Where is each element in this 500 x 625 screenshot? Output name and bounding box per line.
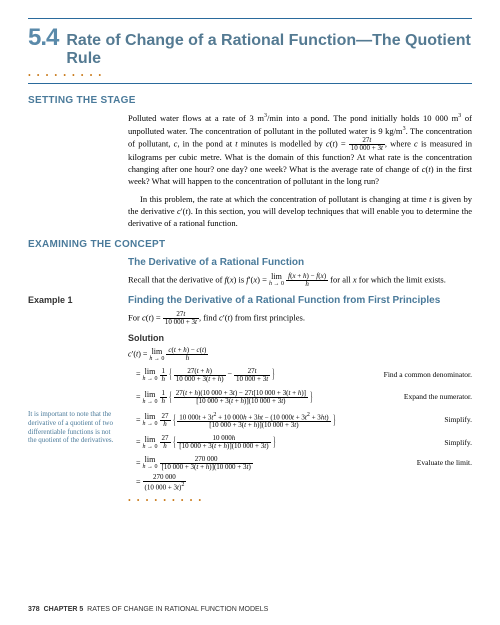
paragraph-2: In this problem, the rate at which the c… xyxy=(128,194,472,230)
step-annotation: Simplify. xyxy=(436,438,472,449)
example-statement: For c(t) = 27t10 000 + 3t, find c′(t) fr… xyxy=(128,311,472,326)
step-annotation: Evaluate the limit. xyxy=(409,458,472,469)
page-number: 378 xyxy=(28,606,40,613)
subheading-derivative: The Derivative of a Rational Function xyxy=(128,256,472,270)
end-dots: • • • • • • • • • xyxy=(128,495,472,506)
heading-concept: EXAMINING THE CONCEPT xyxy=(28,238,472,252)
solution-math: c′(t) = limh → 0 c(t + h) − c(t)h = limh… xyxy=(128,347,472,491)
section-number: 5.4 xyxy=(28,21,58,55)
solution-label: Solution xyxy=(128,332,472,345)
section-header: 5.4 Rate of Change of a Rational Functio… xyxy=(28,21,472,69)
sidebar-note: It is important to note that the derivat… xyxy=(28,410,116,445)
divider-dots: • • • • • • • • • xyxy=(28,70,472,81)
chapter-title: RATES OF CHANGE IN RATIONAL FUNCTION MOD… xyxy=(87,606,268,613)
step-annotation: Expand the numerator. xyxy=(396,392,472,403)
step-annotation: Find a common denominator. xyxy=(376,370,472,381)
page-footer: 378 CHAPTER 5 RATES OF CHANGE IN RATIONA… xyxy=(28,605,268,615)
step-annotation: Simplify. xyxy=(436,415,472,426)
example-label: Example 1 xyxy=(28,294,118,307)
example-title: Finding the Derivative of a Rational Fun… xyxy=(128,294,440,308)
paragraph-3: Recall that the derivative of f(x) is f′… xyxy=(128,273,472,288)
heading-stage: SETTING THE STAGE xyxy=(28,94,472,108)
section-title: Rate of Change of a Rational Function—Th… xyxy=(66,32,472,69)
chapter-label: CHAPTER 5 xyxy=(44,606,84,613)
paragraph-1: Polluted water flows at a rate of 3 m3/m… xyxy=(128,112,472,188)
example-1: Example 1 Finding the Derivative of a Ra… xyxy=(28,294,472,308)
